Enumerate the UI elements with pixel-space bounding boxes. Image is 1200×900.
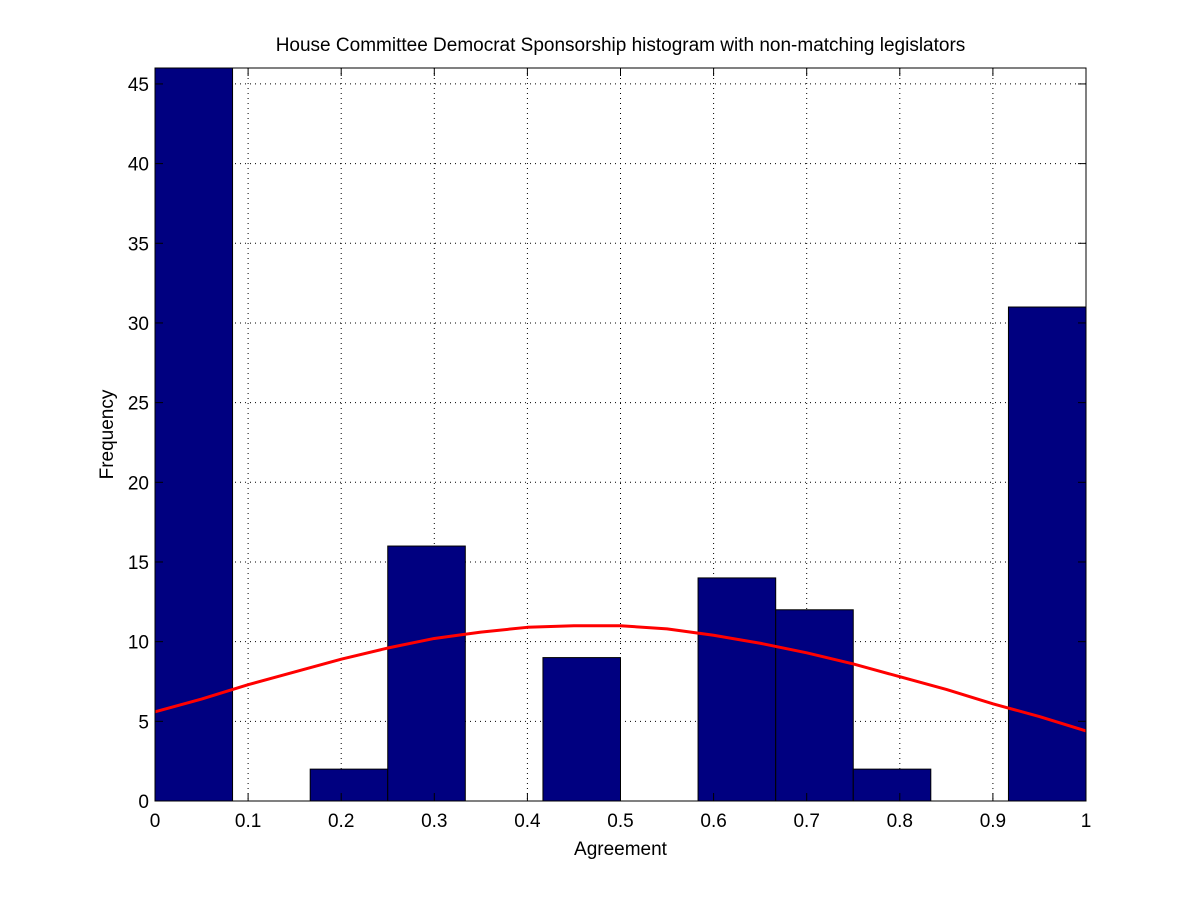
y-tick-label: 5 xyxy=(138,712,149,733)
histogram-bar xyxy=(154,67,234,802)
y-tick-label: 45 xyxy=(128,75,149,96)
y-tick-label: 20 xyxy=(128,473,149,494)
histogram-bar xyxy=(697,577,777,802)
x-tick-label: 0.2 xyxy=(328,811,354,832)
tick-marks xyxy=(154,68,1087,802)
histogram-bar xyxy=(309,768,389,802)
x-tick-label: 1 xyxy=(1081,811,1092,832)
x-tick-label: 0.1 xyxy=(235,811,261,832)
y-tick-label: 35 xyxy=(128,234,149,255)
x-tick-label: 0.8 xyxy=(887,811,913,832)
x-tick-label: 0.5 xyxy=(607,811,633,832)
histogram-bar xyxy=(542,657,621,802)
x-tick-label: 0.4 xyxy=(514,811,541,832)
fit-curve-layer xyxy=(154,624,1087,733)
y-tick-label: 0 xyxy=(138,792,149,813)
x-tick-label: 0.7 xyxy=(793,811,819,832)
chart-title: House Committee Democrat Sponsorship his… xyxy=(276,35,966,56)
y-axis-label: Frequency xyxy=(97,389,118,479)
x-tick-label: 0.9 xyxy=(980,811,1006,832)
x-tick-labels: 0 0.1 0.2 0.3 0.4 0.5 0.6 0.7 0.8 0.9 1 xyxy=(150,811,1092,832)
x-tick-label: 0.6 xyxy=(700,811,726,832)
histogram-bar xyxy=(775,609,854,802)
histogram-bar xyxy=(852,768,932,802)
y-tick-labels: 0 5 10 15 20 25 30 35 40 45 xyxy=(128,75,149,813)
y-tick-label: 25 xyxy=(128,394,149,415)
y-tick-label: 40 xyxy=(128,155,149,176)
fit-curve xyxy=(154,624,1087,733)
x-axis-label: Agreement xyxy=(574,839,668,860)
histogram-bars xyxy=(154,67,1087,802)
y-tick-label: 15 xyxy=(128,553,149,574)
x-tick-label: 0 xyxy=(150,811,161,832)
histogram-bar xyxy=(387,545,466,802)
y-tick-label: 10 xyxy=(128,633,149,654)
y-tick-label: 30 xyxy=(128,314,149,335)
x-tick-label: 0.3 xyxy=(421,811,447,832)
grid-lines xyxy=(155,68,1086,801)
